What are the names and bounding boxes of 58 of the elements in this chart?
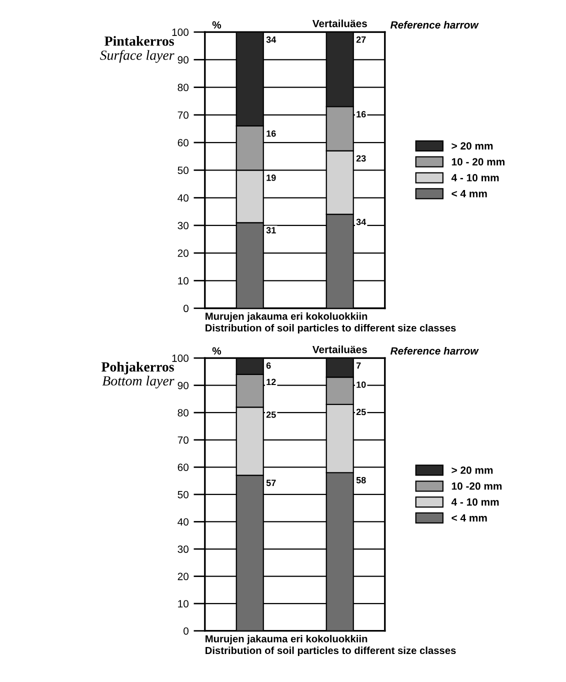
y-tick-label: 40	[178, 518, 189, 526]
y-tick-label: 70	[178, 436, 189, 444]
y-tick-label: 50	[178, 490, 189, 498]
data-label: 12	[266, 378, 276, 386]
data-label: 10	[356, 381, 366, 388]
data-label: 19	[266, 174, 276, 181]
x-tick-label: Vertailuäes	[312, 20, 367, 28]
y-tick-label: 90	[178, 56, 189, 64]
y-tick-label: 70	[178, 111, 189, 119]
legend-label: 10 -20 mm	[452, 482, 502, 490]
y-tick-label: 50	[178, 166, 189, 174]
data-label: 7	[356, 362, 361, 369]
y-tick-label: 30	[178, 222, 189, 230]
y-tick-label: 60	[178, 464, 189, 472]
y-tick-label: 60	[178, 139, 189, 146]
data-label: 58	[356, 476, 366, 484]
legend-label: < 4 mm	[452, 514, 487, 522]
legend-label: > 20 mm	[452, 466, 493, 474]
data-label: 6	[266, 362, 271, 369]
y-tick-label: 80	[178, 409, 189, 416]
x-tick-label: Vertailuäes	[312, 346, 367, 354]
chart-title: Pohjakerros	[101, 362, 174, 374]
data-label: 16	[266, 130, 276, 137]
x-axis-title: Murujen jakauma eri kokoluokkiin Distribution of soil particles to different size classes	[206, 312, 456, 334]
y-tick-label: 100	[172, 354, 189, 362]
y-tick-label: 20	[178, 250, 189, 257]
y-tick-label: 0	[184, 627, 189, 635]
data-label: 27	[356, 36, 366, 43]
y-tick-label: 0	[184, 304, 189, 312]
y-axis-title: %	[212, 21, 222, 29]
data-label: 16	[356, 111, 366, 118]
data-label: 23	[356, 155, 366, 162]
y-tick-label: 20	[178, 572, 189, 580]
legend-label: 4 - 10 mm	[451, 498, 499, 506]
x-axis-title: Murujen jakauma eri kokoluokkiin Distribution of soil particles to different size classes	[206, 634, 456, 656]
text: Reference harrow	[390, 20, 479, 29]
text: Reference harrow	[390, 346, 479, 355]
legend-label: 10 - 20 mm	[452, 158, 504, 166]
y-tick-label: 90	[178, 382, 189, 390]
y-tick-label: 80	[178, 84, 189, 92]
chart-title: Pintakerros	[104, 36, 174, 46]
y-tick-label: 10	[178, 600, 189, 608]
text: Surface layer	[100, 50, 174, 63]
data-label: 25	[356, 408, 366, 416]
data-label: 34	[356, 218, 366, 226]
y-tick-label: 40	[178, 194, 189, 202]
data-label: 34	[266, 36, 276, 43]
data-label: 25	[266, 411, 276, 418]
data-label: 57	[266, 480, 276, 486]
legend-label: < 4 mm	[452, 190, 487, 198]
y-tick-label: 30	[178, 546, 189, 553]
legend-label: > 20 mm	[452, 142, 493, 150]
y-tick-label: 10	[178, 277, 189, 285]
data-label: 31	[266, 227, 276, 234]
y-tick-label: 100	[172, 28, 189, 36]
y-axis-title: %	[212, 347, 222, 355]
text: Bottom layer	[102, 376, 174, 388]
legend-label: 4 - 10 mm	[451, 174, 499, 182]
